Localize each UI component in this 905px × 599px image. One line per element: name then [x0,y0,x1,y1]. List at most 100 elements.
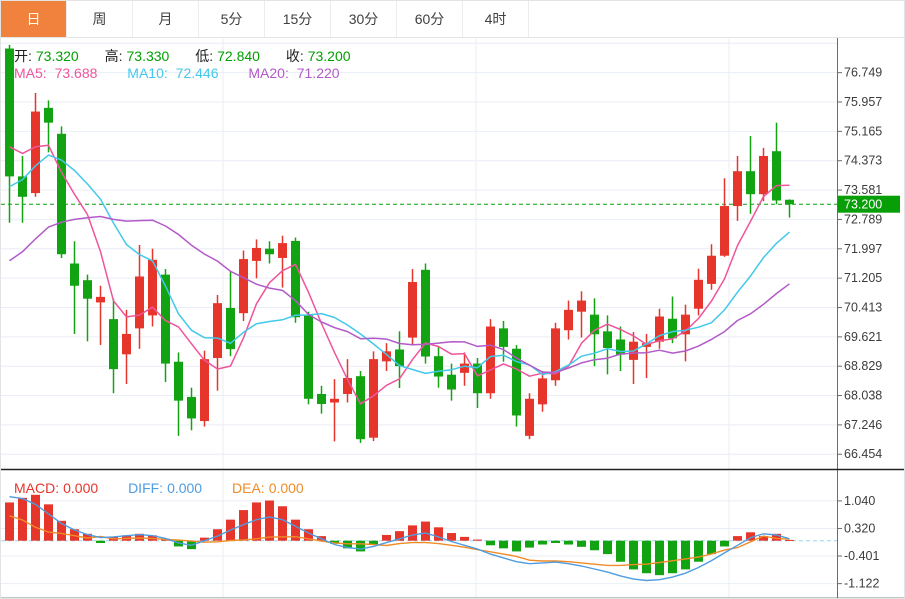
candle-body [174,361,183,401]
candle-body [603,331,612,349]
candle-body [239,259,248,314]
macd-hist-bar [83,533,92,541]
candle-body [83,280,92,299]
macd-hist-bar [343,540,352,549]
macd-hist-bar [512,540,521,552]
macd-hist-bar [135,533,144,541]
tab-period-2[interactable]: 月 [133,1,199,37]
candle-body [499,328,508,347]
macd-hist-bar [759,536,768,541]
macd-hist-bar [785,539,794,541]
candle-body [421,269,430,357]
candle-body [31,111,40,194]
macd-hist-bar [265,500,274,541]
candle-body [486,326,495,394]
macd-hist-bar [720,540,729,547]
macd-hist-bar [564,540,573,545]
candle-body [759,156,768,195]
candle-body [57,133,66,255]
candle-body [96,296,105,303]
price-axis-label: 71.205 [844,271,882,285]
macd-hist-bar [694,540,703,562]
candle-body [668,318,677,339]
candle-body [720,206,729,256]
macd-hist-bar [525,540,534,548]
macd-hist-bar [382,534,391,541]
price-axis-label: 76.749 [844,66,882,80]
tab-period-0[interactable]: 日 [1,1,67,37]
candle-body [252,247,261,261]
candle-body [382,351,391,362]
price-axis-label: 69.621 [844,330,882,344]
macd-hist-bar [447,533,456,541]
candle-body [512,348,521,416]
candle-body [70,263,79,286]
tab-period-3[interactable]: 5分 [199,1,265,37]
candle-body [148,259,157,316]
price-axis-label: 72.789 [844,212,882,226]
candle-body [330,398,339,403]
macd-axis-label: 1.040 [844,494,875,508]
macd-hist-bar [44,504,53,541]
tab-period-1[interactable]: 周 [67,1,133,37]
macd-hist-bar [681,540,690,570]
candle-body [694,279,703,309]
candle-body [226,307,235,350]
candle-body [317,393,326,404]
macd-axis-label: -0.401 [844,549,879,563]
macd-hist-bar [460,536,469,541]
macd-axis-label: 0.320 [844,521,875,535]
current-price-badge-label: 73.200 [844,198,882,212]
candle-body [447,374,456,390]
macd-hist-bar [291,519,300,541]
tab-period-4[interactable]: 15分 [265,1,331,37]
candle-body [408,282,417,338]
ma20-line [9,215,790,374]
tab-period-7[interactable]: 4时 [463,1,529,37]
candle-body [590,314,599,335]
macd-hist-bar [330,540,339,544]
price-axis-label: 75.165 [844,124,882,138]
price-axis-label: 68.829 [844,359,882,373]
macd-hist-bar [707,540,716,555]
macd-hist-bar [421,521,430,541]
candle-body [577,300,586,312]
macd-hist-bar [772,533,781,541]
macd-hist-bar [590,540,599,551]
price-axis-label: 68.038 [844,389,882,403]
macd-hist-bar [642,540,651,574]
price-axis-label: 67.246 [844,418,882,432]
macd-hist-bar [96,540,105,543]
macd-hist-bar [408,525,417,541]
period-tabbar: 日周月 5分 15分 30分 60分 4时 [1,1,904,38]
candle-body [681,314,690,335]
candle-body [434,356,443,377]
macd-axis-label: -1.122 [844,577,879,591]
candle-body [109,319,118,370]
tab-period-6[interactable]: 60分 [397,1,463,37]
candle-body [265,248,274,255]
macd-hist-bar [746,532,755,541]
tab-period-5[interactable]: 30分 [331,1,397,37]
candle-body [356,376,365,440]
candle-body [291,240,300,318]
macd-hist-bar [356,540,365,552]
candle-body [746,171,755,195]
diff-line [9,496,790,582]
macd-hist-bar [31,494,40,541]
price-axis-label: 75.957 [844,95,882,109]
candle-body [473,363,482,394]
macd-hist-bar [200,537,209,541]
candle-body [161,274,170,364]
macd-hist-bar [616,540,625,562]
macd-hist-bar [551,540,560,543]
macd-hist-bar [473,539,482,541]
candle-body [5,48,14,177]
candle-body [395,349,404,367]
macd-hist-bar [278,506,287,541]
candle-body [278,243,287,258]
candle-body [304,315,313,399]
candle-body [135,276,144,329]
